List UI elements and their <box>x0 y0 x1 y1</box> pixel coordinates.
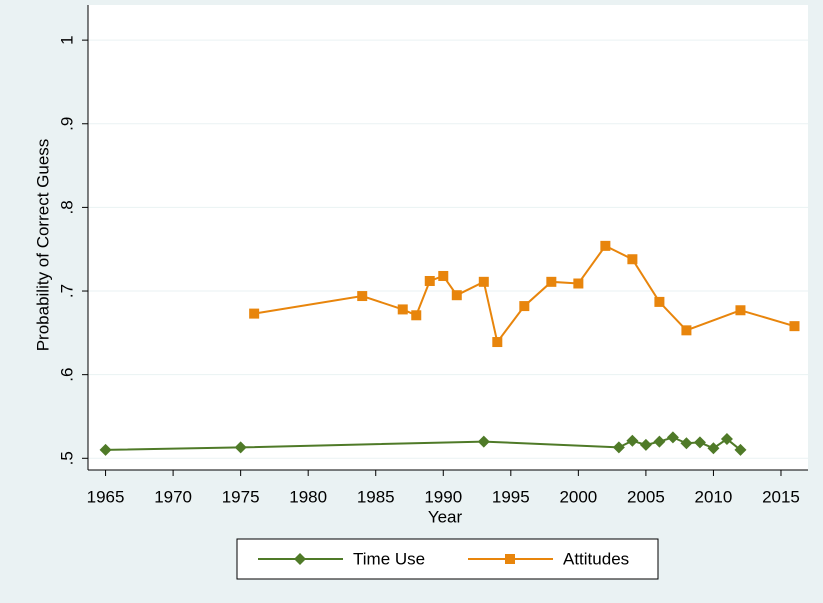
marker <box>626 434 639 447</box>
marker <box>397 304 408 315</box>
x-tick-label: 1970 <box>154 487 192 506</box>
marker <box>234 441 247 454</box>
marker <box>477 435 490 448</box>
x-tick-label: 2010 <box>695 487 733 506</box>
marker <box>546 276 557 287</box>
marker <box>666 431 679 444</box>
x-tick-label: 2015 <box>762 487 800 506</box>
marker <box>505 554 515 564</box>
marker <box>654 296 665 307</box>
marker <box>600 240 611 251</box>
y-tick-label: 1 <box>57 35 76 44</box>
x-tick-label: 1980 <box>289 487 327 506</box>
x-tick-label: 2000 <box>559 487 597 506</box>
marker <box>707 442 720 455</box>
marker <box>639 438 652 451</box>
marker <box>451 290 462 301</box>
marker <box>680 437 693 450</box>
x-tick-label: 2005 <box>627 487 665 506</box>
marker <box>735 305 746 316</box>
y-tick-label: .5 <box>57 451 76 465</box>
x-tick-label: 1990 <box>424 487 462 506</box>
marker <box>294 553 306 565</box>
y-tick-label: .8 <box>57 200 76 214</box>
marker <box>734 443 747 456</box>
marker <box>653 435 666 448</box>
x-axis-label: Year <box>428 507 463 526</box>
y-tick-label: .7 <box>57 284 76 298</box>
y-tick-label: .9 <box>57 117 76 131</box>
marker <box>492 337 503 348</box>
marker <box>424 275 435 286</box>
marker <box>720 433 733 446</box>
marker <box>693 436 706 449</box>
marker <box>249 308 260 319</box>
marker <box>789 321 800 332</box>
marker <box>612 441 625 454</box>
legend-label: Attitudes <box>563 549 629 568</box>
marker <box>573 278 584 289</box>
marker <box>681 325 692 336</box>
marker <box>478 276 489 287</box>
marker <box>357 291 368 302</box>
marker <box>411 310 422 321</box>
legend-label: Time Use <box>353 549 425 568</box>
marker <box>99 443 112 456</box>
y-tick-label: .6 <box>57 368 76 382</box>
x-tick-label: 1965 <box>87 487 125 506</box>
x-tick-label: 1985 <box>357 487 395 506</box>
x-tick-label: 1995 <box>492 487 530 506</box>
marker <box>627 254 638 265</box>
x-tick-label: 1975 <box>222 487 260 506</box>
plot-area <box>88 5 808 470</box>
marker <box>438 270 449 281</box>
y-axis-label: Probability of Correct Guess <box>33 139 52 352</box>
marker <box>519 301 530 312</box>
